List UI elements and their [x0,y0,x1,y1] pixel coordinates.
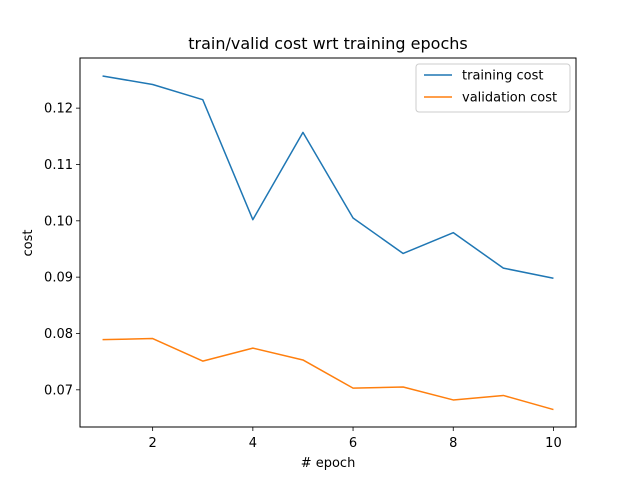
x-tick-label: 8 [449,436,457,451]
x-axis: 2 4 6 8 10 [149,427,562,451]
x-axis-title: # epoch [301,456,356,471]
legend-label: training cost [462,69,543,84]
x-tick-label: 2 [149,436,157,451]
y-tick-label: 0.09 [44,271,73,286]
legend-box [415,63,571,113]
plot-frame [79,57,577,428]
x-tick-label: 10 [545,436,562,451]
legend: training cost validation cost [415,63,571,113]
y-tick-label: 0.11 [44,158,73,173]
y-axis: 0.07 0.08 0.09 0.10 0.11 0.12 [44,102,80,398]
x-tick-label: 6 [349,436,357,451]
x-tick-label: 4 [249,436,257,451]
y-tick-label: 0.12 [44,102,73,117]
series-line-1 [102,337,554,411]
y-tick-label: 0.10 [44,214,73,229]
y-tick-label: 0.07 [44,383,73,398]
y-axis-title: cost [21,230,36,257]
y-tick-label: 0.08 [44,327,73,342]
legend-label: validation cost [462,91,557,106]
chart-title: train/valid cost wrt training epochs [188,34,467,53]
series-line-0 [102,75,554,280]
